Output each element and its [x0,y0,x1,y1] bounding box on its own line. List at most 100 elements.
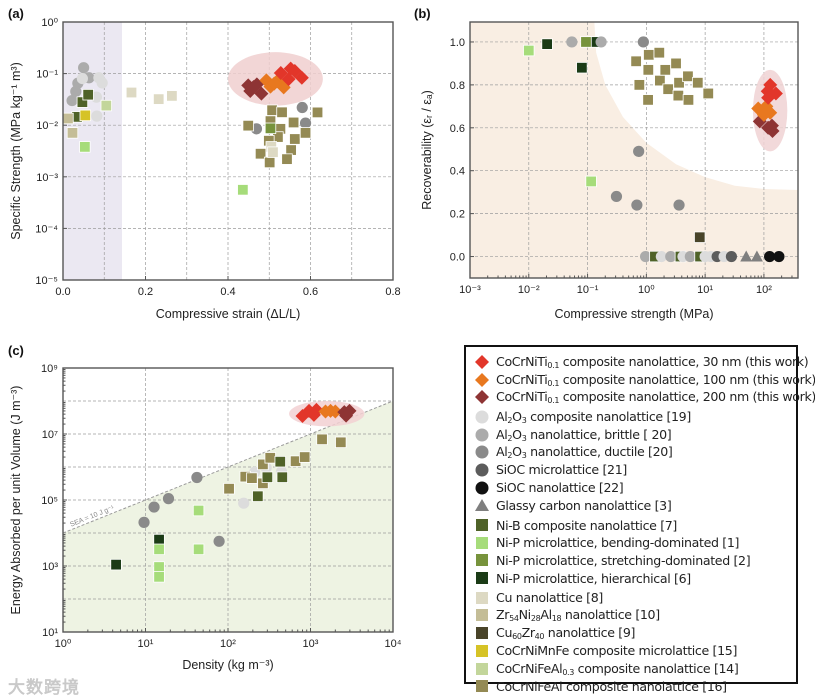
data-point-square [153,543,165,556]
legend-item: Al2O3 nanolattice, ductile [20] [474,443,796,461]
subscript: 2 [507,415,513,425]
label-text: SiOC microlattice [21] [496,462,627,478]
label-text: SiOC nanolattice [22] [496,480,624,496]
subscript: 54 [509,614,519,624]
data-point-square [237,184,249,196]
label-text: Al [540,607,552,623]
y-tick-label: 10⁻⁵ [35,275,58,287]
legend-item: Glassy carbon nanolattice [3] [474,497,796,515]
circle-marker-icon [475,463,489,477]
x-tick-label: 10⁻³ [459,284,481,296]
data-point-square [682,70,694,82]
data-point-square [630,55,642,67]
legend-label: CoCrNiFeAl composite nanolattice [16] [496,679,727,694]
legend-label: SiOC microlattice [21] [496,462,627,477]
subscript: 3 [521,433,527,443]
data-point-diamond [339,408,354,423]
label-text: Ni-P microlattice, stretching-dominated … [496,552,751,568]
data-point-square [62,112,74,125]
y-tick-label: 0.4 [450,166,465,178]
legend-item: Ni-P microlattice, stretching-dominated … [474,552,796,570]
legend-item: Ni-B composite nanolattice [7] [474,516,796,534]
legend-label: Ni-B composite nanolattice [7] [496,518,677,533]
legend-item: CoCrNiFeAl composite nanolattice [16] [474,677,796,695]
data-point-diamond [756,107,771,122]
y-tick-label: 0.0 [450,252,465,264]
legend-item: Cu60Zr40 nanolattice [9] [474,624,796,642]
x-tick-label: 0.0 [55,286,70,298]
legend-item: Zr54Ni28Al18 nanolattice [10] [474,607,796,625]
data-point-square [289,133,301,145]
subscript: 3 [521,451,527,461]
data-point-square [585,175,597,188]
label-text: nanolattice [10] [561,607,660,623]
data-point-circle [637,36,649,48]
data-point-square [276,471,288,483]
data-point-circle [191,471,203,484]
data-point-circle [725,250,738,263]
data-point-square [79,141,91,153]
data-point-square [335,436,347,449]
x-tick-label: 0.4 [220,286,235,298]
x-tick-label: 0.6 [303,286,318,298]
circle-marker-icon [475,445,489,459]
label-text: nanolattice [9] [544,625,636,641]
circle-marker-icon [475,410,489,424]
data-point-square [66,127,79,139]
data-point-square [274,455,286,468]
diamond-marker-icon [475,372,489,387]
data-point-circle [70,85,82,98]
data-point-square [153,533,165,546]
x-tick-label: 0.8 [385,286,400,298]
label-text: CoCrNiFeAl composite nanolattice [16] [496,678,727,694]
data-point-square [316,433,328,446]
legend-item: CoCrNiTi0.1 composite nanolattice, 100 n… [474,371,815,389]
data-point-square [299,127,312,139]
data-point-diamond [765,124,780,139]
y-axis-title: Recoverability (εᵣ / εₐ) [420,90,434,210]
data-point-square [673,77,685,89]
x-axis-title: Density (kg m⁻³) [182,658,273,672]
legend-label: Zr54Ni28Al18 nanolattice [10] [496,607,660,623]
label-text: Ni-P microlattice, bending-dominated [1] [496,535,740,551]
data-point-square [76,96,89,108]
y-tick-label: 10⁷ [42,429,58,441]
data-point-diamond [267,76,282,91]
subscript: 0.1 [547,396,560,406]
data-point-square [672,89,685,102]
square-marker-icon [476,609,488,622]
y-tick-label: 10⁰ [41,17,58,29]
data-point-square [192,543,205,556]
data-point-square [653,46,665,59]
data-points [523,36,785,263]
data-point-square [82,89,94,101]
data-point-circle [665,250,677,263]
legend-label: CoCrNiTi0.1 composite nanolattice, 30 nm… [496,354,809,370]
x-tick-label: 10⁴ [385,638,402,650]
data-point-square [298,451,311,463]
legend-item: CoCrNiTi0.1 composite nanolattice, 30 nm… [474,353,809,371]
panel-label: (a) [8,6,24,21]
label-text: composite nanolattice [14] [574,660,739,676]
x-axis-title: Compressive strength (MPa) [554,307,713,321]
subscript: 40 [534,632,545,642]
x-axis-title: Compressive strain (ΔL/L) [156,307,301,321]
data-point-square [152,93,165,105]
data-point-diamond [273,65,288,80]
legend-label: Cu nanolattice [8] [496,590,603,605]
data-point-square [246,472,258,484]
data-point-circle [639,250,652,263]
label-text: nanolattice, ductile [20] [526,444,673,460]
x-tick-label: 10² [756,284,772,296]
legend-label: Al2O3 composite nanolattice [19] [496,409,691,425]
data-point-circle [673,199,685,211]
square-marker-icon [476,644,488,657]
data-point-circle [684,250,696,263]
data-point-circle [148,501,160,513]
legend-label: CoCrNiTi0.1 composite nanolattice, 100 n… [496,372,815,388]
subscript: 0.3 [562,667,574,677]
label-text: Al [496,444,508,460]
watermark-logo: 大数跨境 [8,678,80,697]
y-tick-label: 0.6 [450,123,465,135]
legend-item: CoCrNiTi0.1 composite nanolattice, 200 n… [474,388,815,406]
